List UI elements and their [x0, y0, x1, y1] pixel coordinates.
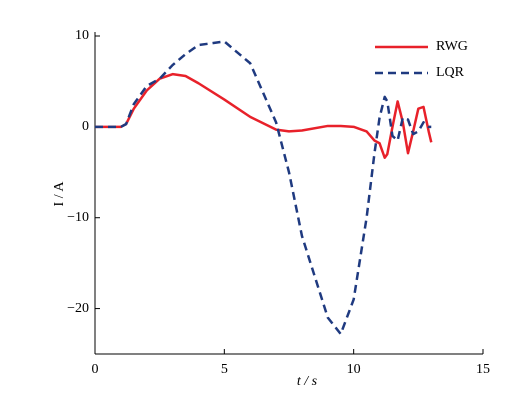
y-tick-label: −20 — [67, 301, 89, 316]
x-axis-label: t / s — [297, 374, 318, 389]
legend-label: RWG — [436, 39, 468, 54]
x-tick-label: 5 — [221, 362, 228, 377]
x-tick-label: 15 — [476, 362, 490, 377]
series-line — [95, 72, 433, 159]
y-axis-label: I / A — [52, 181, 67, 207]
y-tick-label: 10 — [75, 28, 89, 43]
y-tick-label: 0 — [82, 119, 89, 134]
legend-label: LQR — [436, 65, 465, 80]
x-tick-label: 0 — [92, 362, 99, 377]
x-tick-label: 10 — [347, 362, 361, 377]
series-line — [95, 40, 432, 336]
y-tick-label: −10 — [67, 210, 89, 225]
